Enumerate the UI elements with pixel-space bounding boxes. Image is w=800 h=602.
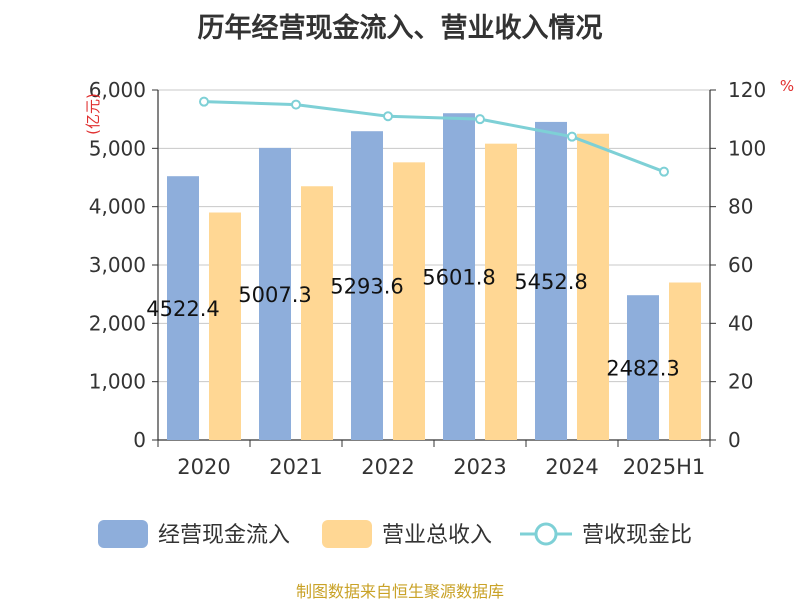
x-tick-label: 2020 — [177, 455, 230, 479]
y-tick-label: 0 — [133, 428, 146, 452]
bar-revenue — [485, 143, 517, 440]
y-tick-label: 1,000 — [89, 370, 146, 394]
y-tick-label: 6,000 — [89, 78, 146, 102]
bar-revenue — [393, 162, 425, 441]
legend-swatch — [98, 520, 148, 548]
y2-tick-label: 60 — [728, 253, 753, 277]
y2-tick-label: 80 — [728, 195, 753, 219]
data-label: 4522.4 — [146, 297, 219, 321]
y2-tick-label: 40 — [728, 311, 753, 335]
bar-cash-inflow — [351, 131, 383, 440]
x-tick-label: 2023 — [453, 455, 506, 479]
y-tick-label: 5,000 — [89, 136, 146, 160]
y2-tick-label: 100 — [728, 136, 766, 160]
data-label: 5601.8 — [422, 266, 495, 290]
y-axis-unit: (亿元) — [84, 93, 102, 135]
line-point — [567, 131, 577, 142]
y2-tick-label: 20 — [728, 370, 753, 394]
x-tick-label: 2025H1 — [623, 455, 706, 479]
bar-revenue — [577, 133, 609, 440]
line-point — [199, 96, 209, 107]
bar-cash-inflow — [627, 295, 659, 440]
y2-tick-label: 0 — [728, 428, 741, 452]
line-point — [475, 114, 485, 125]
x-tick-label: 2021 — [269, 455, 322, 479]
y2-axis-unit: % — [780, 77, 794, 95]
line-point — [291, 99, 301, 110]
bar-revenue — [669, 282, 701, 440]
legend-label: 经营现金流入 — [158, 523, 290, 548]
line-point — [659, 166, 669, 177]
chart-title: 历年经营现金流入、营业收入情况 — [197, 13, 603, 44]
data-label: 5452.8 — [514, 270, 587, 294]
data-label: 5007.3 — [238, 283, 311, 307]
legend-label: 营业总收入 — [382, 523, 492, 548]
bar-cash-inflow — [259, 147, 291, 440]
y-tick-label: 4,000 — [89, 195, 146, 219]
y-tick-label: 3,000 — [89, 253, 146, 277]
bar-cash-inflow — [535, 121, 567, 441]
bar-revenue — [301, 186, 333, 440]
x-tick-label: 2024 — [545, 455, 598, 479]
data-label: 2482.3 — [606, 357, 679, 381]
x-tick-label: 2022 — [361, 455, 414, 479]
legend-marker — [534, 522, 558, 546]
bar-cash-inflow — [443, 113, 475, 440]
y2-tick-label: 120 — [728, 78, 766, 102]
source-note: 制图数据来自恒生聚源数据库 — [295, 582, 504, 601]
y-tick-label: 2,000 — [89, 311, 146, 335]
legend-label: 营收现金比 — [582, 523, 692, 548]
legend-swatch — [322, 520, 372, 548]
bar-revenue — [209, 212, 241, 440]
data-label: 5293.6 — [330, 275, 403, 299]
line-ratio — [203, 100, 665, 174]
bar-cash-inflow — [167, 176, 199, 440]
line-point — [383, 111, 393, 122]
